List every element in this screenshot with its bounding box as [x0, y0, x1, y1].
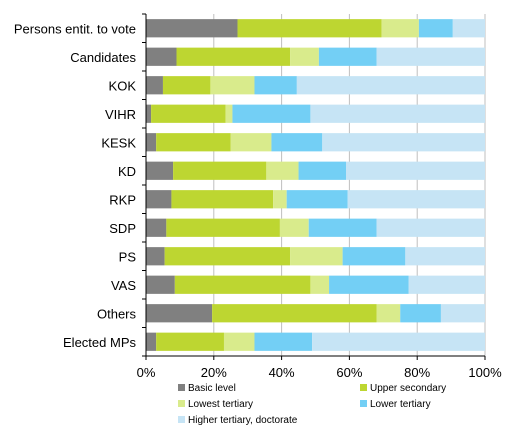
bar-segment-basic-level [146, 304, 213, 323]
bar-segment-basic-level [146, 218, 167, 237]
x-tick-label: 20% [201, 365, 227, 380]
x-tick-label: 0% [137, 365, 156, 380]
legend-label: Basic level [188, 383, 236, 394]
bar-segment-higher-tertiary-doctorate [408, 275, 485, 294]
bar-segment-upper-secondary [171, 190, 274, 209]
bar-segment-upper-secondary [151, 104, 226, 123]
bar-segment-lowest-tertiary [376, 304, 401, 323]
bar-segment-higher-tertiary-doctorate [440, 304, 485, 323]
bar-segment-lower-tertiary [254, 76, 297, 95]
bar-segment-basic-level [146, 275, 175, 294]
category-label: PS [119, 249, 137, 264]
bar-segment-basic-level [146, 161, 174, 180]
bar-segment-upper-secondary [176, 47, 291, 66]
x-tick-label: 60% [336, 365, 362, 380]
bar-segment-higher-tertiary-doctorate [296, 76, 485, 95]
bar-segment-upper-secondary [174, 275, 311, 294]
bar-segment-higher-tertiary-doctorate [312, 332, 485, 351]
legend-swatch [178, 416, 185, 423]
bar-segment-upper-secondary [173, 161, 267, 180]
bar-segment-lower-tertiary [308, 218, 377, 237]
bar-segment-basic-level [146, 104, 152, 123]
bar-segment-lowest-tertiary [290, 47, 319, 66]
category-label: VAS [111, 278, 136, 293]
bar-segment-lowest-tertiary [310, 275, 330, 294]
bar-segment-lowest-tertiary [225, 104, 233, 123]
bar-segment-lower-tertiary [286, 190, 348, 209]
bar-segment-basic-level [146, 76, 163, 95]
bar-segment-lowest-tertiary [381, 19, 419, 38]
category-label: KD [118, 164, 136, 179]
bar-segment-higher-tertiary-doctorate [310, 104, 485, 123]
bar-segment-basic-level [146, 47, 177, 66]
bar-segment-higher-tertiary-doctorate [322, 133, 485, 152]
legend: Basic level Upper secondary Lowest tertiar… [178, 383, 446, 426]
bar-segment-higher-tertiary-doctorate [376, 218, 485, 237]
bar-segment-upper-secondary [156, 332, 224, 351]
bar-segment-lowest-tertiary [266, 161, 299, 180]
category-labels: Persons entit. to vote Candidates KOK VIHR K… [14, 21, 137, 350]
bar-segment-lower-tertiary [400, 304, 441, 323]
bar-segment-lower-tertiary [342, 247, 406, 266]
axes [142, 13, 486, 360]
category-label: KOK [109, 78, 137, 93]
bar-segment-lower-tertiary [298, 161, 347, 180]
bar-segment-lowest-tertiary [230, 133, 272, 152]
bar-segment-higher-tertiary-doctorate [376, 47, 485, 66]
legend-swatch [360, 384, 367, 391]
category-label: SDP [109, 221, 136, 236]
bar-segment-upper-secondary [162, 76, 211, 95]
bar-segment-lower-tertiary [271, 133, 323, 152]
bar-segment-higher-tertiary-doctorate [346, 161, 485, 180]
category-label: VIHR [105, 107, 136, 122]
legend-swatch [178, 400, 185, 407]
bar-segment-higher-tertiary-doctorate [347, 190, 485, 209]
bar-segment-lowest-tertiary [273, 190, 287, 209]
bar-segment-lower-tertiary [318, 47, 377, 66]
bar-segment-higher-tertiary-doctorate [452, 19, 485, 38]
bar-segment-lowest-tertiary [290, 247, 343, 266]
bar-segment-upper-secondary [156, 133, 231, 152]
bars [146, 19, 485, 351]
bar-segment-upper-secondary [212, 304, 377, 323]
category-label: KESK [101, 135, 136, 150]
bar-segment-basic-level [146, 19, 238, 38]
bar-segment-lowest-tertiary [223, 332, 255, 351]
bar-segment-lowest-tertiary [210, 76, 255, 95]
x-tick-label: 40% [269, 365, 295, 380]
bar-segment-basic-level [146, 332, 157, 351]
bar-segment-upper-secondary [164, 247, 291, 266]
x-tick-labels: 0% 20% 40% 60% 80% 100% [137, 365, 502, 380]
bar-segment-basic-level [146, 190, 172, 209]
legend-label: Lowest tertiary [188, 399, 253, 410]
bar-segment-upper-secondary [237, 19, 382, 38]
bar-segment-upper-secondary [166, 218, 280, 237]
x-tick-label: 100% [468, 365, 502, 380]
bar-segment-lowest-tertiary [279, 218, 309, 237]
bar-segment-lower-tertiary [418, 19, 453, 38]
legend-label: Lower tertiary [370, 399, 431, 410]
bar-segment-higher-tertiary-doctorate [405, 247, 485, 266]
category-label: Others [97, 306, 137, 321]
bar-segment-basic-level [146, 247, 165, 266]
legend-swatch [360, 400, 367, 407]
legend-label: Higher tertiary, doctorate [188, 415, 298, 426]
bar-segment-lower-tertiary [329, 275, 409, 294]
bar-segment-lower-tertiary [254, 332, 313, 351]
category-label: Elected MPs [63, 335, 136, 350]
category-label: RKP [109, 192, 136, 207]
category-label: Persons entit. to vote [14, 21, 136, 36]
bar-segment-basic-level [146, 133, 157, 152]
bar-segment-lower-tertiary [232, 104, 311, 123]
legend-label: Upper secondary [370, 383, 446, 394]
legend-swatch [178, 384, 185, 391]
x-tick-label: 80% [404, 365, 430, 380]
category-label: Candidates [70, 50, 136, 65]
